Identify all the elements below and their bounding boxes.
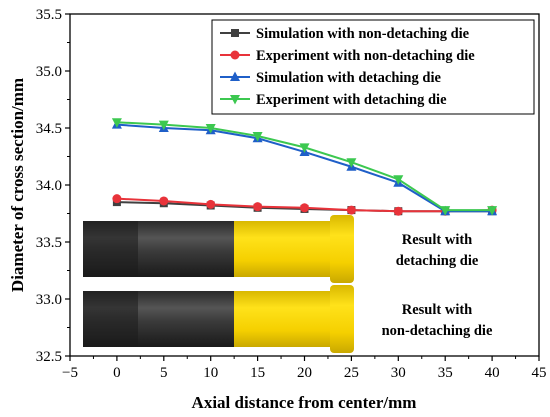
x-tick-label: 35 bbox=[438, 365, 453, 381]
x-tick-label: 20 bbox=[297, 365, 312, 381]
data-point-4 bbox=[111, 118, 122, 128]
data-point-2 bbox=[159, 196, 169, 206]
x-tick-label: 15 bbox=[250, 365, 265, 381]
legend-marker bbox=[230, 71, 240, 81]
y-tick-label: 34.5 bbox=[36, 121, 62, 137]
specimen-photo-non-detaching bbox=[83, 285, 354, 353]
legend-label: Simulation with detaching die bbox=[256, 70, 441, 86]
x-tick-label: 40 bbox=[485, 365, 500, 381]
y-tick-label: 34.0 bbox=[36, 178, 62, 194]
x-tick-label: 0 bbox=[113, 365, 121, 381]
x-tick-label: 45 bbox=[532, 365, 547, 381]
x-axis-title: Axial distance from center/mm bbox=[192, 393, 417, 412]
y-tick-label: 32.5 bbox=[36, 349, 62, 365]
data-point-2 bbox=[346, 205, 356, 215]
data-point-2 bbox=[253, 202, 263, 212]
data-point-4 bbox=[158, 120, 169, 131]
legend-marker bbox=[230, 95, 240, 105]
series-line-4 bbox=[116, 121, 493, 212]
legend-label: Experiment with detaching die bbox=[256, 92, 447, 108]
data-point-2 bbox=[206, 199, 216, 209]
x-tick-label: 10 bbox=[203, 365, 218, 381]
series-line-3 bbox=[116, 123, 493, 213]
annotation-text: detaching die bbox=[396, 253, 479, 269]
data-point-4 bbox=[440, 206, 451, 216]
data-point-2 bbox=[112, 194, 122, 204]
legend-label: Experiment with non-detaching die bbox=[256, 48, 475, 64]
annotation-text: Result with bbox=[402, 232, 473, 248]
data-point-4 bbox=[252, 131, 263, 142]
data-point-4 bbox=[299, 143, 310, 153]
legend-marker bbox=[230, 50, 240, 60]
legend-label: Simulation with non-detaching die bbox=[256, 26, 470, 42]
annotation-text: Result with bbox=[402, 302, 473, 318]
legend-marker bbox=[231, 29, 239, 37]
x-tick-label: 25 bbox=[344, 365, 359, 381]
data-point-4 bbox=[346, 158, 357, 168]
legend-box bbox=[211, 19, 535, 115]
y-axis-title: Diameter of cross section/mm bbox=[8, 78, 27, 292]
y-tick-label: 35.0 bbox=[36, 64, 62, 80]
x-tick-label: 30 bbox=[391, 365, 406, 381]
annotation-text: non-detaching die bbox=[382, 323, 493, 339]
y-tick-label: 35.5 bbox=[36, 7, 62, 23]
x-tick-label: −5 bbox=[62, 365, 78, 381]
data-point-2 bbox=[393, 206, 403, 216]
data-point-4 bbox=[205, 124, 216, 134]
legend: Simulation with non-detaching die Experim… bbox=[211, 19, 535, 115]
data-point-2 bbox=[300, 203, 309, 213]
data-point-4 bbox=[393, 175, 404, 185]
specimen-photo-detaching bbox=[83, 215, 354, 283]
y-tick-label: 33.5 bbox=[36, 235, 62, 251]
y-tick-label: 33.0 bbox=[36, 292, 62, 308]
data-point-4 bbox=[487, 206, 498, 216]
x-tick-label: 5 bbox=[160, 365, 168, 381]
